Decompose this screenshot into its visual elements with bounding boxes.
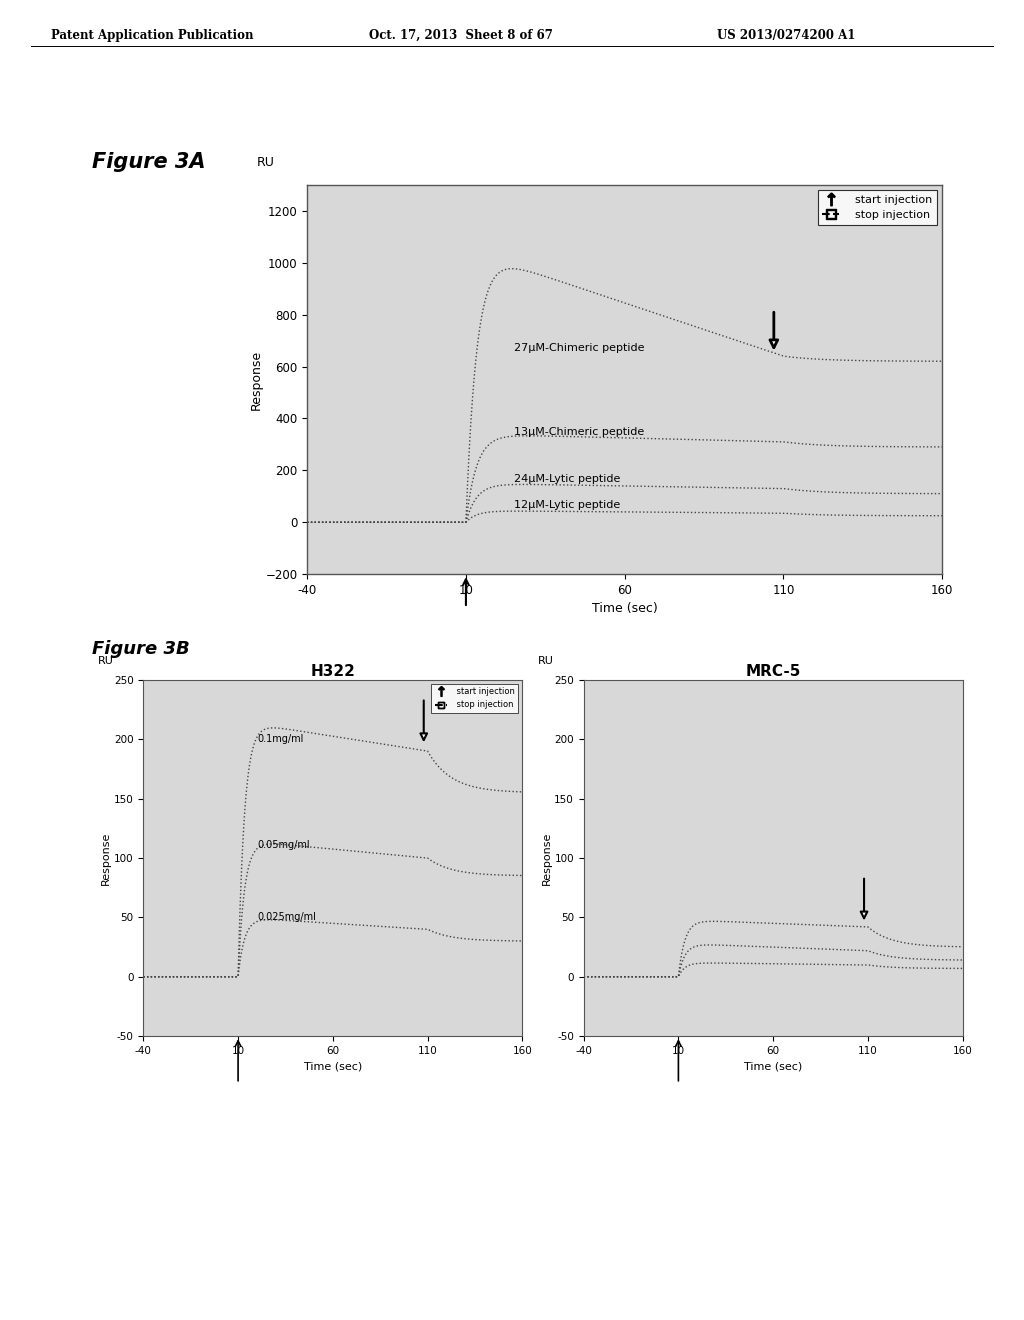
Text: Oct. 17, 2013  Sheet 8 of 67: Oct. 17, 2013 Sheet 8 of 67	[369, 29, 553, 42]
Title: MRC-5: MRC-5	[745, 664, 801, 678]
Title: H322: H322	[310, 664, 355, 678]
Text: RU: RU	[539, 656, 554, 665]
Text: Figure 3B: Figure 3B	[92, 640, 189, 659]
Text: 0.025mg/ml: 0.025mg/ml	[257, 912, 315, 921]
Text: 12μM-Lytic peptide: 12μM-Lytic peptide	[513, 500, 620, 510]
Text: 0.05mg/ml: 0.05mg/ml	[257, 841, 309, 850]
Y-axis label: Response: Response	[250, 350, 262, 409]
X-axis label: Time (sec): Time (sec)	[304, 1061, 361, 1072]
Text: 13μM-Chimeric peptide: 13μM-Chimeric peptide	[513, 428, 644, 437]
Y-axis label: Response: Response	[542, 832, 552, 884]
Text: 27μM-Chimeric peptide: 27μM-Chimeric peptide	[513, 343, 644, 352]
Text: 0.1mg/ml: 0.1mg/ml	[257, 734, 303, 743]
X-axis label: Time (sec): Time (sec)	[744, 1061, 802, 1072]
Text: Patent Application Publication: Patent Application Publication	[51, 29, 254, 42]
Y-axis label: Response: Response	[101, 832, 112, 884]
X-axis label: Time (sec): Time (sec)	[592, 602, 657, 615]
Text: RU: RU	[256, 156, 274, 169]
Legend:  start injection,  stop injection: start injection, stop injection	[431, 684, 518, 713]
Legend:   start injection,   stop injection: start injection, stop injection	[818, 190, 937, 224]
Text: 24μM-Lytic peptide: 24μM-Lytic peptide	[513, 474, 620, 484]
Text: RU: RU	[98, 656, 114, 665]
Text: US 2013/0274200 A1: US 2013/0274200 A1	[717, 29, 855, 42]
Text: Figure 3A: Figure 3A	[92, 152, 206, 172]
